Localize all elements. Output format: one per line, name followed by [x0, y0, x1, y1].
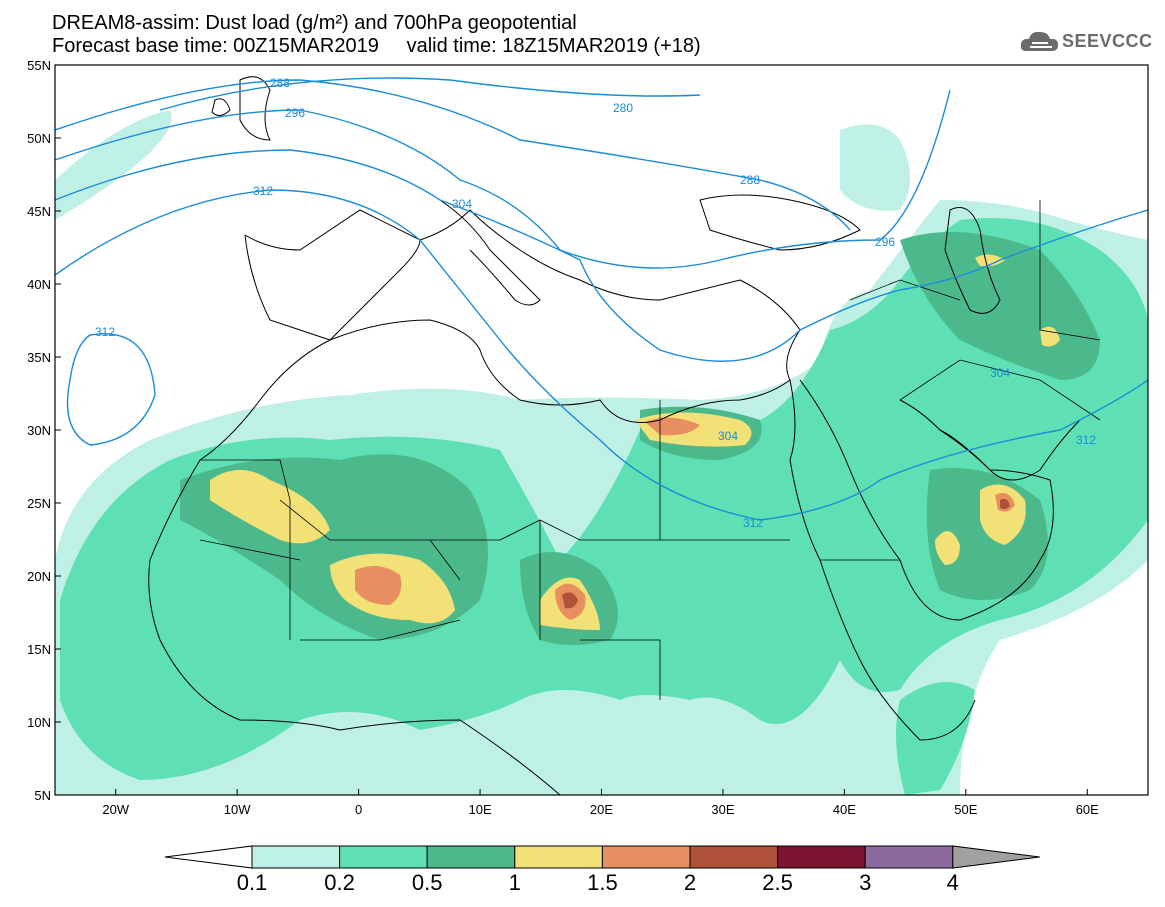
lon-label: 50E [954, 802, 977, 817]
lon-label: 0 [355, 802, 362, 817]
lat-label: 15N [27, 642, 51, 657]
contour-label: 304 [718, 429, 738, 443]
colorbar-swatch [251, 845, 341, 869]
lat-label: 45N [27, 204, 51, 219]
colorbar-label: 1.5 [587, 870, 618, 895]
dust-level-1-g [1040, 326, 1060, 347]
colorbar-label: 0.2 [324, 870, 355, 895]
geopotential-contours [55, 77, 1148, 521]
dust-level-1.5-c [645, 417, 700, 436]
colorbar-label: 2.5 [762, 870, 793, 895]
lon-label: 10W [224, 802, 251, 817]
colorbar-label: 0.5 [412, 870, 443, 895]
contour-label: 296 [875, 235, 895, 249]
colorbar-swatch [777, 845, 866, 869]
lat-label: 25N [27, 496, 51, 511]
coastline-north-africa [329, 319, 791, 423]
coastline-arabia [799, 379, 1054, 621]
contour-280 [159, 77, 701, 111]
lon-label: 20E [590, 802, 613, 817]
coastline-british-isles [211, 76, 271, 141]
latitude-axis: 55N 50N 45N 40N 35N 30N 25N 20N 15N 10N 5N [27, 58, 61, 803]
dust-level-1 [210, 470, 330, 544]
contour-labels: 288 296 280 288 312 304 296 312 304 304 … [95, 76, 1096, 530]
colorbar-under-arrow [164, 845, 253, 869]
coastline-iberia [244, 234, 421, 341]
lat-label: 10N [27, 715, 51, 730]
contour-label: 280 [613, 101, 633, 115]
lat-label: 40N [27, 277, 51, 292]
lat-label: 5N [34, 788, 51, 803]
colorbar-swatch [339, 845, 428, 869]
contour-label: 312 [1076, 433, 1096, 447]
dust-level-2-b [1000, 498, 1010, 510]
contour-312-low [66, 333, 156, 446]
colorbar-swatch [426, 845, 516, 869]
colorbar-label: 0.1 [237, 870, 268, 895]
lat-label: 55N [27, 58, 51, 73]
contour-304 [55, 149, 1148, 362]
contour-label: 312 [743, 516, 763, 530]
dust-level-1-f [935, 531, 960, 565]
coastline-caspian [944, 207, 1001, 314]
coastline-persian-gulf [939, 419, 1081, 481]
dust-level-1-h [975, 254, 1005, 267]
colorbar-labels: 0.1 0.2 0.5 1 1.5 2 2.5 3 4 [237, 870, 959, 895]
lon-label: 40E [833, 802, 856, 817]
dust-level-0.2 [60, 218, 1148, 780]
coastline-europe [244, 209, 801, 381]
contour-288 [55, 79, 851, 231]
dust-level-0.1-west [55, 110, 172, 220]
colorbar-label: 3 [859, 870, 871, 895]
cloud-logo-icon [1020, 31, 1058, 51]
contour-label: 288 [270, 76, 290, 90]
coastline-west-africa [148, 339, 561, 795]
lat-label: 50N [27, 131, 51, 146]
colorbar-swatch [514, 845, 603, 869]
colorbar-swatch [689, 845, 779, 869]
lon-label: 30E [711, 802, 734, 817]
contour-label: 288 [740, 173, 760, 187]
coastlines [148, 76, 1101, 795]
map-subtitle: Forecast base time: 00Z15MAR2019 valid t… [52, 35, 701, 57]
colorbar-swatches [164, 845, 1040, 869]
coastline-red-sea [789, 379, 976, 741]
colorbar-swatch [601, 845, 691, 869]
coastline-italy [439, 199, 541, 306]
dust-level-1-e [980, 484, 1026, 545]
contour-label: 304 [990, 366, 1010, 380]
contour-label: 304 [452, 197, 472, 211]
dust-level-2 [562, 592, 578, 609]
border-lines [199, 200, 1101, 700]
contour-label: 312 [253, 184, 273, 198]
lat-label: 20N [27, 569, 51, 584]
colorbar-swatch [864, 845, 954, 869]
colorbar-over-arrow [952, 845, 1040, 869]
lon-label: 20W [102, 802, 129, 817]
lon-label: 10E [468, 802, 491, 817]
colorbar-label: 1 [509, 870, 521, 895]
dust-shading [55, 110, 1148, 795]
lat-label: 30N [27, 423, 51, 438]
dust-level-1.5 [355, 566, 402, 605]
map-title: DREAM8-assim: Dust load (g/m²) and 700hP… [52, 12, 577, 34]
contour-312 [55, 189, 1148, 521]
longitude-axis: 20W 10W 0 10E 20E 30E 40E 50E 60E [102, 789, 1099, 817]
dust-level-0.1-north [840, 124, 910, 211]
lon-label: 60E [1076, 802, 1099, 817]
colorbar-label: 4 [947, 870, 959, 895]
contour-label: 296 [285, 106, 305, 120]
coastline-black-sea [699, 194, 861, 251]
logo-text: SEEVCCC [1062, 31, 1153, 51]
lat-label: 35N [27, 350, 51, 365]
contour-label: 312 [95, 325, 115, 339]
colorbar-label: 2 [684, 870, 696, 895]
